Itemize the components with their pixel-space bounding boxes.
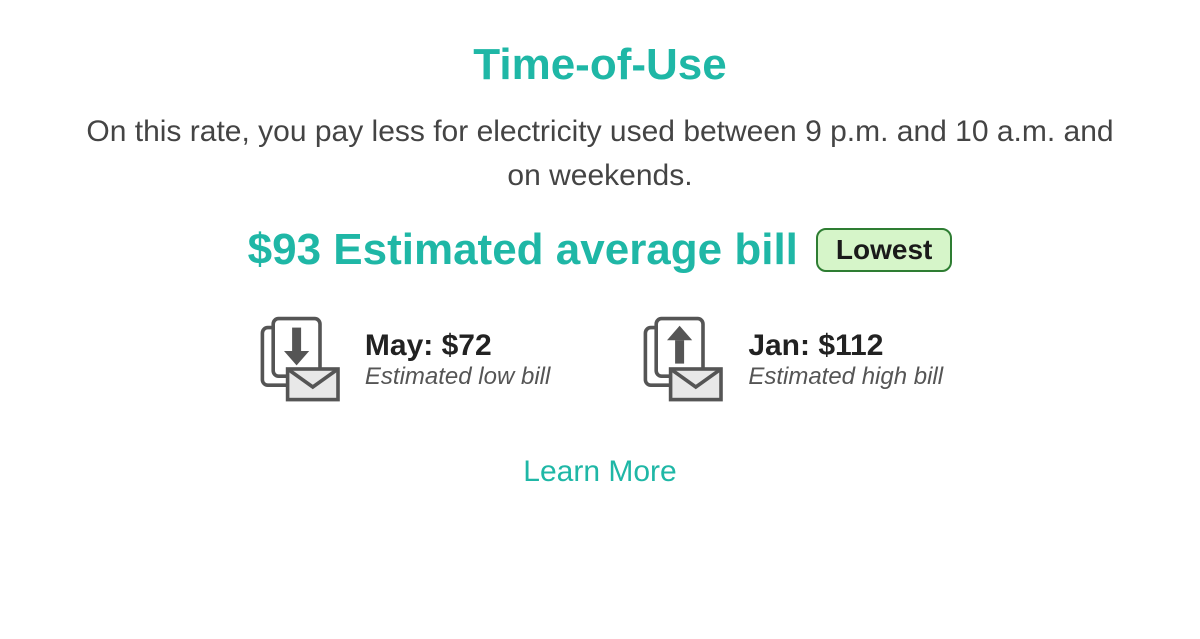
low-bill-label: May: $72 <box>365 329 550 363</box>
high-bill-item: Jan: $112 Estimated high bill <box>640 315 943 405</box>
high-bill-label: Jan: $112 <box>748 329 943 363</box>
learn-more-link[interactable]: Learn More <box>523 455 676 489</box>
lowest-badge: Lowest <box>816 228 952 272</box>
bill-estimates-row: May: $72 Estimated low bill <box>60 315 1140 405</box>
average-bill-line: $93 Estimated average bill Lowest <box>60 225 1140 275</box>
average-bill-text: $93 Estimated average bill <box>248 225 798 275</box>
plan-description: On this rate, you pay less for electrici… <box>70 110 1130 197</box>
low-bill-text: May: $72 Estimated low bill <box>365 329 550 391</box>
low-bill-item: May: $72 Estimated low bill <box>257 315 550 405</box>
high-bill-caption: Estimated high bill <box>748 363 943 391</box>
low-bill-caption: Estimated low bill <box>365 363 550 391</box>
high-bill-text: Jan: $112 Estimated high bill <box>748 329 943 391</box>
plan-title: Time-of-Use <box>60 40 1140 90</box>
rate-plan-card: Time-of-Use On this rate, you pay less f… <box>0 0 1200 529</box>
bill-up-icon <box>640 315 730 405</box>
bill-down-icon <box>257 315 347 405</box>
